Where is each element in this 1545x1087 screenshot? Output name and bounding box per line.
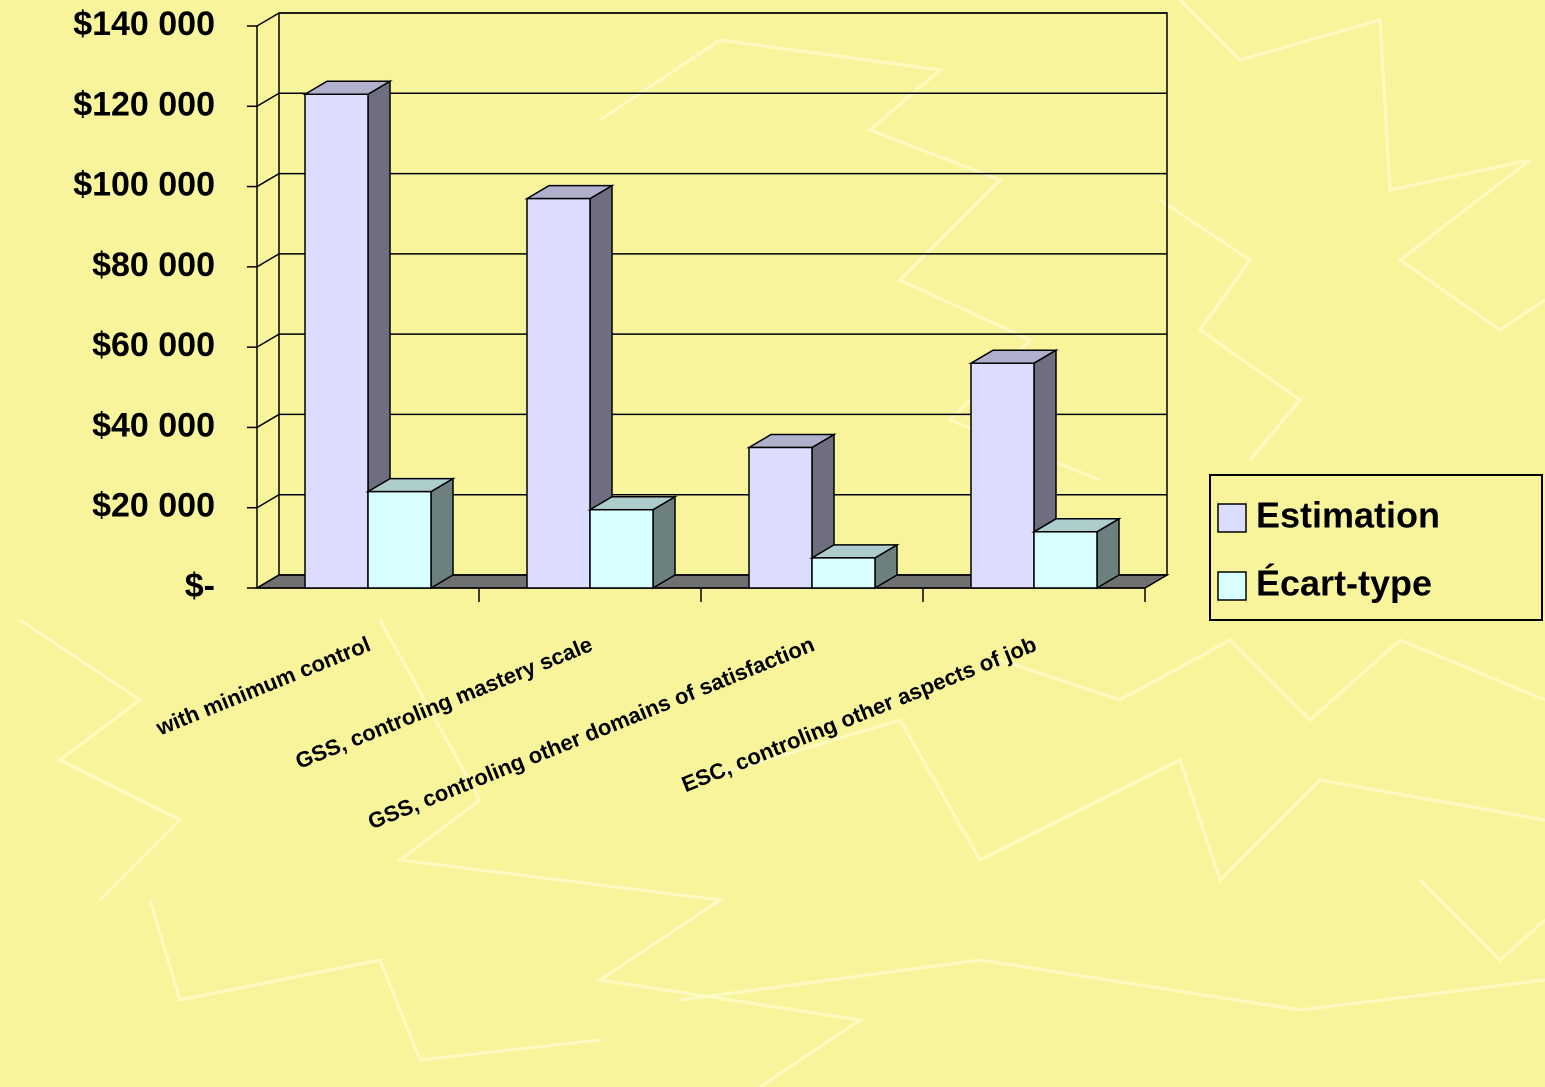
bar-side [430, 477, 454, 590]
bar [811, 557, 876, 589]
legend-label: Écart-type [1256, 563, 1432, 604]
grid-line [256, 172, 1167, 188]
bar-side [652, 495, 676, 590]
grid-line [256, 92, 1167, 107]
legend-label: Estimation [1256, 495, 1440, 536]
bar [304, 93, 369, 589]
legend-swatch [1217, 503, 1247, 533]
grid-line [256, 413, 1167, 429]
bar [526, 197, 591, 589]
grid-line [256, 333, 1167, 348]
y-tick-label: $100 000 [73, 166, 215, 204]
legend-box [1209, 474, 1543, 621]
y-tick-label: $20 000 [92, 487, 215, 525]
legend: Estimation Écart-type [1209, 474, 1543, 621]
y-tick-label: $120 000 [73, 85, 215, 123]
bar [970, 362, 1035, 589]
bar [589, 508, 654, 589]
grid-line [256, 253, 1167, 268]
bar [367, 490, 432, 589]
y-tick-label: $40 000 [92, 406, 215, 444]
bar [1033, 531, 1098, 589]
decoration [19, 0, 1545, 1087]
y-tick-label: $140 000 [73, 5, 215, 43]
legend-swatch [1217, 571, 1247, 601]
y-tick-label: $60 000 [92, 326, 215, 364]
bar [748, 446, 813, 589]
grid-line [256, 493, 1167, 509]
grid-line [256, 12, 1167, 27]
y-tick-label: $80 000 [92, 246, 215, 284]
y-tick-label: $- [185, 567, 215, 605]
